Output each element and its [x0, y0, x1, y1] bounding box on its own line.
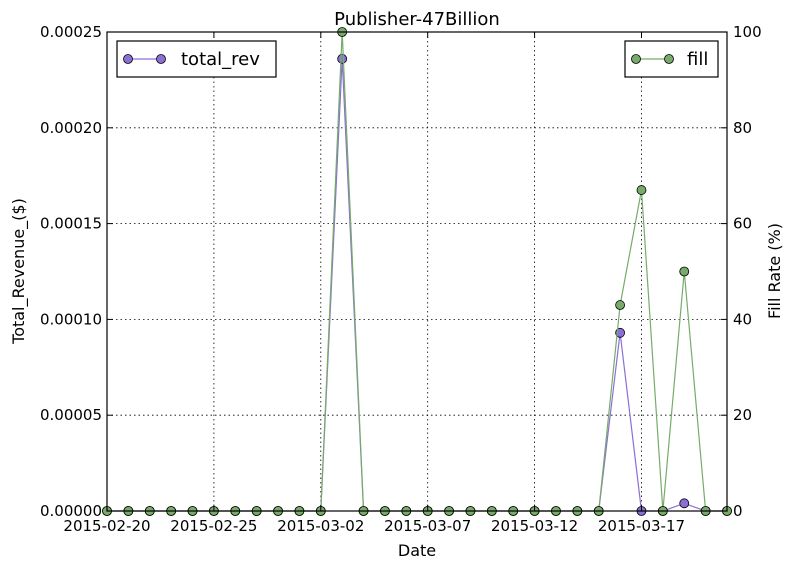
x-tick-label: 2015-02-25 [170, 517, 257, 535]
data-point [337, 53, 348, 64]
y-tick-label: 0.00020 [40, 119, 102, 137]
x-tick-label: 2015-02-20 [63, 517, 150, 535]
legend-marker [156, 54, 166, 64]
x-tick-label: 2015-03-07 [384, 517, 471, 535]
x-axis-label: Date [398, 541, 436, 560]
series-total_rev [102, 53, 732, 516]
y2-tick-label: 100 [733, 23, 762, 41]
legend-marker [123, 54, 133, 64]
series-line [107, 58, 727, 512]
x-tick-label: 2015-03-12 [491, 517, 578, 535]
y-tick-label: 0.00000 [40, 502, 102, 520]
y2-tick-label: 20 [733, 406, 752, 424]
legend-fill: fill [624, 40, 719, 78]
y-tick-label: 0.00010 [40, 310, 102, 328]
y2-tick-label: 0 [733, 502, 743, 520]
legend-label: total_rev [181, 49, 260, 70]
data-point [679, 498, 690, 509]
y2-axis-label: Fill Rate (%) [765, 223, 784, 319]
plot-frame [106, 31, 728, 512]
ticks [106, 31, 727, 512]
series-layer [102, 27, 732, 516]
data-point [679, 266, 690, 277]
tick-labels: 2015-02-20 2015-02-25 2015-03-02 2015-03-07… [40, 23, 762, 535]
y2-tick-label: 40 [733, 310, 752, 328]
series-line [107, 31, 727, 512]
grid [107, 32, 727, 511]
x-tick-label: 2015-03-17 [598, 517, 685, 535]
legend-marker [664, 54, 674, 64]
legend-box [116, 40, 277, 78]
data-point [636, 185, 647, 195]
y-tick-label: 0.00005 [40, 406, 102, 424]
x-tick-label: 2015-03-02 [277, 517, 364, 535]
y-axis-label: Total_Revenue_($) [9, 198, 29, 345]
legend-total-rev: total_rev [116, 40, 277, 78]
y2-tick-label: 60 [733, 215, 752, 233]
series-fill [102, 27, 732, 516]
y-tick-label: 0.00015 [40, 215, 102, 233]
legend-label: fill [687, 49, 708, 70]
y2-tick-label: 80 [733, 119, 752, 137]
data-point [615, 300, 626, 310]
chart-title: Publisher-47Billion [334, 9, 500, 30]
legend-marker [631, 54, 641, 64]
y-tick-label: 0.00025 [40, 23, 102, 41]
